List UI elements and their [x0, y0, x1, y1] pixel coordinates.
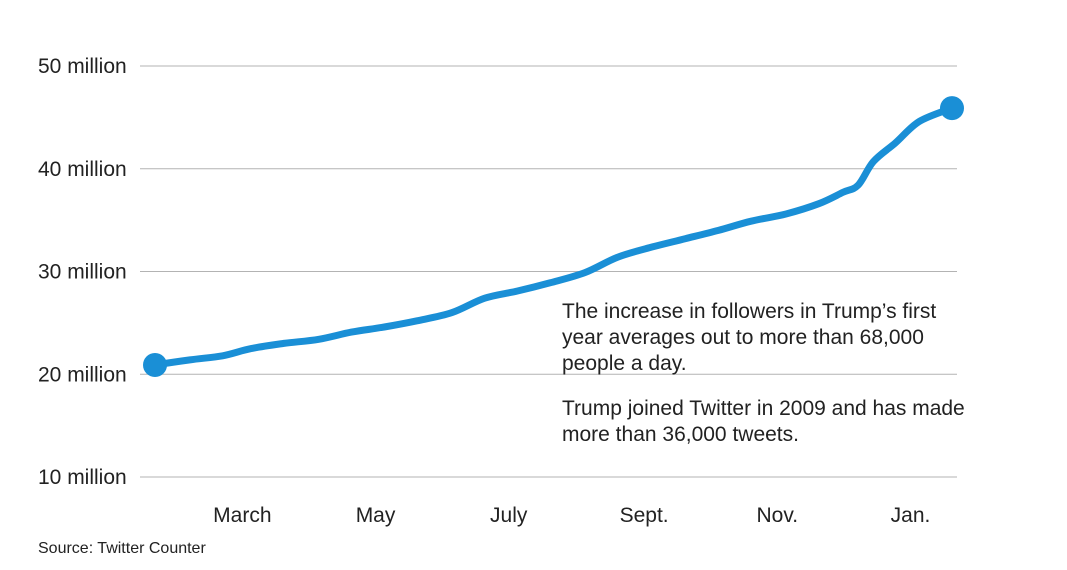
y-axis-ticks: 50 million 40 million 30 million 20 million… [38, 55, 127, 489]
y-tick-label: 10 million [38, 466, 127, 489]
x-axis-ticks: March May July Sept. Nov. Jan. [213, 504, 930, 527]
gridlines [140, 65, 957, 478]
y-tick-label: 50 million [38, 55, 127, 78]
series-layer [143, 96, 964, 378]
source-note: Source: Twitter Counter [38, 540, 206, 557]
start-point [143, 353, 167, 378]
x-tick-label: Nov. [757, 504, 799, 527]
x-tick-label: March [213, 504, 271, 527]
annotation-joined: Trump joined Twitter in 2009 and has mad… [562, 397, 965, 446]
y-tick-label: 30 million [38, 261, 127, 284]
x-tick-label: Sept. [620, 504, 669, 527]
x-tick-label: July [490, 504, 528, 527]
y-tick-label: 20 million [38, 363, 127, 386]
x-tick-label: May [356, 504, 396, 527]
x-tick-label: Jan. [891, 504, 931, 527]
end-point [940, 96, 964, 121]
followers-line [151, 104, 956, 369]
annotation-average: The increase in followers in Trump’s fir… [562, 300, 937, 375]
y-tick-label: 40 million [38, 158, 127, 181]
